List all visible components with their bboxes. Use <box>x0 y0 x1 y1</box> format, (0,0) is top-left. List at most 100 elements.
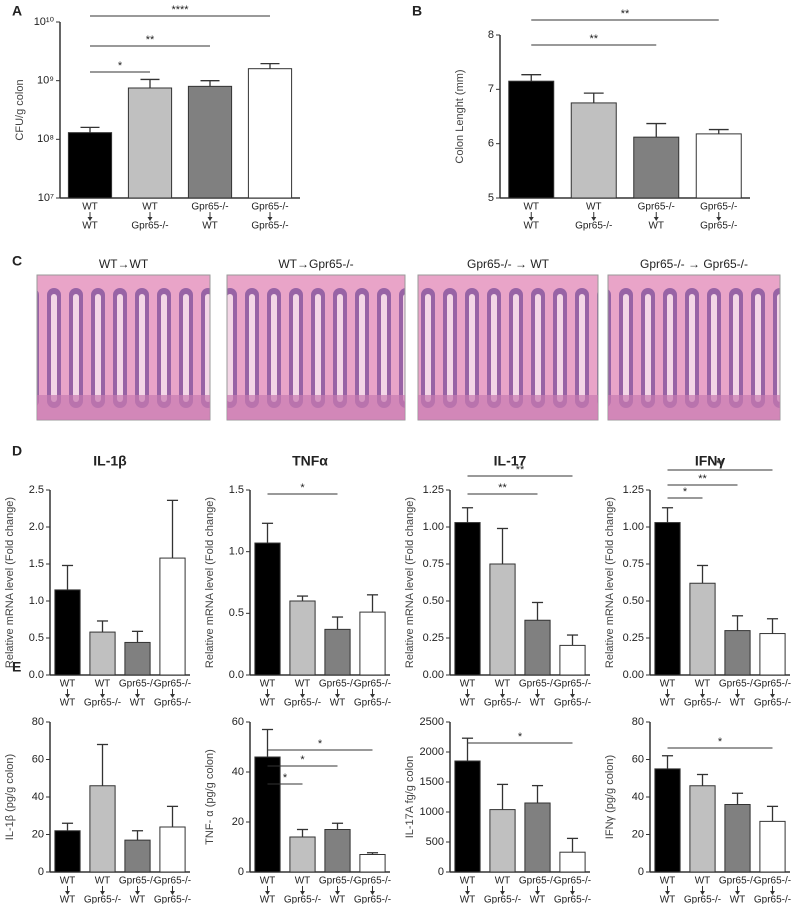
x-tick-label: Gpr65-/- <box>354 895 391 904</box>
x-tick-label: Gpr65-/- <box>700 202 737 213</box>
x-tick-label: Gpr65-/- <box>154 698 191 709</box>
arrow-head <box>147 217 153 221</box>
x-tick-label: WT <box>530 698 546 709</box>
x-tick-label: Gpr65-/- <box>719 679 756 690</box>
y-tick-label: 0 <box>38 866 44 878</box>
bar <box>654 522 681 676</box>
y-tick-label: 80 <box>632 716 644 728</box>
bar <box>247 68 293 199</box>
arrow-head <box>207 217 213 221</box>
x-tick-label: Gpr65-/- <box>700 221 737 232</box>
y-tick-label: 0.25 <box>423 632 444 644</box>
significance-label: * <box>283 772 288 784</box>
arrow-head <box>500 891 505 895</box>
x-tick-label: Gpr65-/- <box>251 221 288 232</box>
x-tick-label: WT <box>660 698 676 709</box>
x-tick-label: WT <box>730 698 746 709</box>
x-tick-label: Gpr65-/- <box>575 221 612 232</box>
y-tick-label: 20 <box>632 828 644 840</box>
arrow-head <box>335 891 340 895</box>
y-axis-label: Relative mRNA level (Fold change) <box>204 497 216 668</box>
arrow-head <box>265 694 270 698</box>
x-tick-label: WT <box>60 876 76 887</box>
arrow-head <box>653 217 659 221</box>
x-tick-label: Gpr65-/- <box>719 876 756 887</box>
y-axis-label: TNF- α (pg/g colon) <box>204 749 216 845</box>
arrow-head <box>735 891 740 895</box>
bar <box>633 136 680 199</box>
bar <box>89 785 116 873</box>
bar <box>454 522 481 676</box>
arrow-head <box>570 694 575 698</box>
significance-label: * <box>718 736 723 748</box>
y-tick-label: 0.5 <box>29 632 44 644</box>
significance-label: ** <box>716 458 725 470</box>
bar <box>689 582 716 676</box>
y-tick-label: 10¹⁰ <box>34 16 55 28</box>
significance-label: * <box>683 486 688 498</box>
x-tick-label: WT <box>730 895 746 904</box>
x-tick-label: WT <box>260 895 276 904</box>
y-tick-label: 2000 <box>420 746 444 758</box>
x-tick-label: Gpr65-/- <box>638 202 675 213</box>
x-tick-label: WT <box>330 895 346 904</box>
arrow-head <box>370 891 375 895</box>
y-axis-label: IFNγ (pg/g colon) <box>604 755 616 839</box>
bar <box>489 809 516 873</box>
arrow-head <box>300 694 305 698</box>
x-tick-label: WT <box>130 895 146 904</box>
arrow-head <box>170 891 175 895</box>
x-tick-label: WT <box>460 679 476 690</box>
x-tick-label: WT <box>202 221 218 232</box>
bar <box>289 600 316 676</box>
bar <box>67 132 113 199</box>
y-axis-label: Colon Lenght (mm) <box>454 69 466 163</box>
x-tick-label: Gpr65-/- <box>131 221 168 232</box>
x-tick-label: Gpr65-/- <box>519 679 556 690</box>
y-tick-label: 1.5 <box>29 558 44 570</box>
y-tick-label: 10⁹ <box>37 75 54 87</box>
y-tick-label: 1.0 <box>29 595 44 607</box>
x-tick-label: Gpr65-/- <box>284 698 321 709</box>
bar <box>127 87 173 199</box>
image-title: Gpr65-/- → Gpr65-/- <box>640 257 748 271</box>
significance-label: ** <box>698 473 707 485</box>
y-tick-label: 80 <box>32 716 44 728</box>
y-tick-label: 5 <box>488 192 494 204</box>
arrow-head <box>87 217 93 221</box>
x-tick-label: WT <box>460 698 476 709</box>
bar <box>254 542 281 676</box>
panel-label: B <box>412 3 422 19</box>
y-tick-label: 20 <box>232 816 244 828</box>
x-tick-label: Gpr65-/- <box>684 895 721 904</box>
x-tick-label: WT <box>460 876 476 887</box>
x-tick-label: Gpr65-/- <box>319 679 356 690</box>
x-tick-label: Gpr65-/- <box>554 679 591 690</box>
bar <box>159 826 186 873</box>
image-title: Gpr65-/- → WT <box>467 257 550 271</box>
bar <box>89 631 116 676</box>
bar <box>289 836 316 873</box>
bar <box>654 768 681 873</box>
histology-base <box>37 395 210 420</box>
arrow-head <box>135 694 140 698</box>
arrow-head <box>535 891 540 895</box>
x-tick-label: WT <box>523 221 539 232</box>
y-tick-label: 6 <box>488 138 494 150</box>
significance-label: ** <box>498 482 507 494</box>
significance-label: * <box>518 731 523 743</box>
arrow-head <box>716 217 722 221</box>
arrow-head <box>100 694 105 698</box>
panel-label: D <box>12 443 22 459</box>
panel-label: A <box>12 3 22 19</box>
y-tick-label: 0.00 <box>423 669 444 681</box>
y-tick-label: 1.00 <box>623 521 644 533</box>
y-tick-label: 0 <box>638 866 644 878</box>
y-tick-label: 20 <box>32 828 44 840</box>
y-axis-label: Relative mRNA level (Fold change) <box>404 497 416 668</box>
y-tick-label: 8 <box>488 29 494 41</box>
y-tick-label: 0.50 <box>423 595 444 607</box>
significance-label: * <box>300 482 305 494</box>
arrow-head <box>465 891 470 895</box>
